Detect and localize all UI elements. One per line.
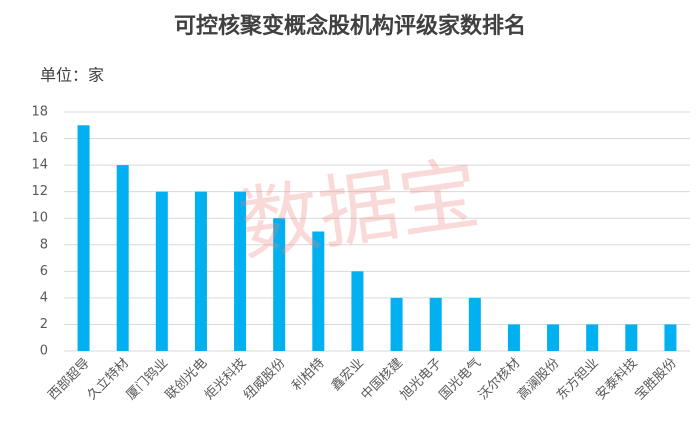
y-tick-label: 18 [31, 105, 48, 120]
x-tick-label: 高澜股份 [514, 355, 562, 403]
x-tick-label: 中国核建 [358, 356, 405, 403]
x-tick-label: 国光电气 [436, 355, 484, 403]
bar [586, 324, 599, 351]
bar [507, 324, 520, 351]
y-tick-label: 16 [31, 131, 48, 146]
x-tick-label: 利柏特 [289, 356, 327, 394]
bar [390, 297, 403, 351]
y-tick-label: 6 [40, 264, 48, 279]
y-tick-label: 2 [40, 317, 48, 332]
y-tick-label: 8 [40, 237, 48, 252]
x-tick-label: 东方钽业 [553, 355, 601, 403]
x-tick-label: 西部超导 [45, 356, 92, 403]
x-tick-label: 纽威股份 [241, 356, 288, 403]
bar [664, 324, 677, 351]
bar [273, 218, 286, 351]
x-tick-label: 厦门钨业 [123, 355, 171, 403]
y-tick-label: 4 [40, 290, 48, 305]
y-tick-label: 12 [31, 184, 48, 199]
y-tick-label: 0 [40, 344, 48, 359]
chart-title: 可控核聚变概念股机构评级家数排名 [174, 13, 526, 39]
x-tick-label: 炬光科技 [202, 356, 249, 403]
unit-label: 单位：家 [40, 66, 104, 85]
y-tick-label: 14 [31, 158, 48, 173]
bar [312, 231, 325, 351]
bar [429, 297, 442, 351]
bar [625, 324, 638, 351]
x-tick-label: 久立特材 [85, 356, 132, 403]
bar [468, 297, 481, 351]
x-tick-label: 旭光电子 [398, 356, 445, 403]
bar [194, 191, 207, 351]
bar [351, 271, 364, 351]
bar [155, 191, 168, 351]
x-tick-label: 宝胜股份 [632, 356, 679, 403]
bar [234, 191, 247, 351]
y-tick-label: 10 [31, 211, 48, 226]
x-tick-label: 联创光电 [163, 356, 210, 403]
x-tick-label: 沃尔核材 [476, 356, 523, 403]
bar [547, 324, 560, 351]
bar [116, 165, 129, 351]
x-tick-label: 安泰科技 [593, 356, 640, 403]
x-tick-label: 鑫宏业 [328, 355, 367, 394]
bar [77, 125, 90, 352]
